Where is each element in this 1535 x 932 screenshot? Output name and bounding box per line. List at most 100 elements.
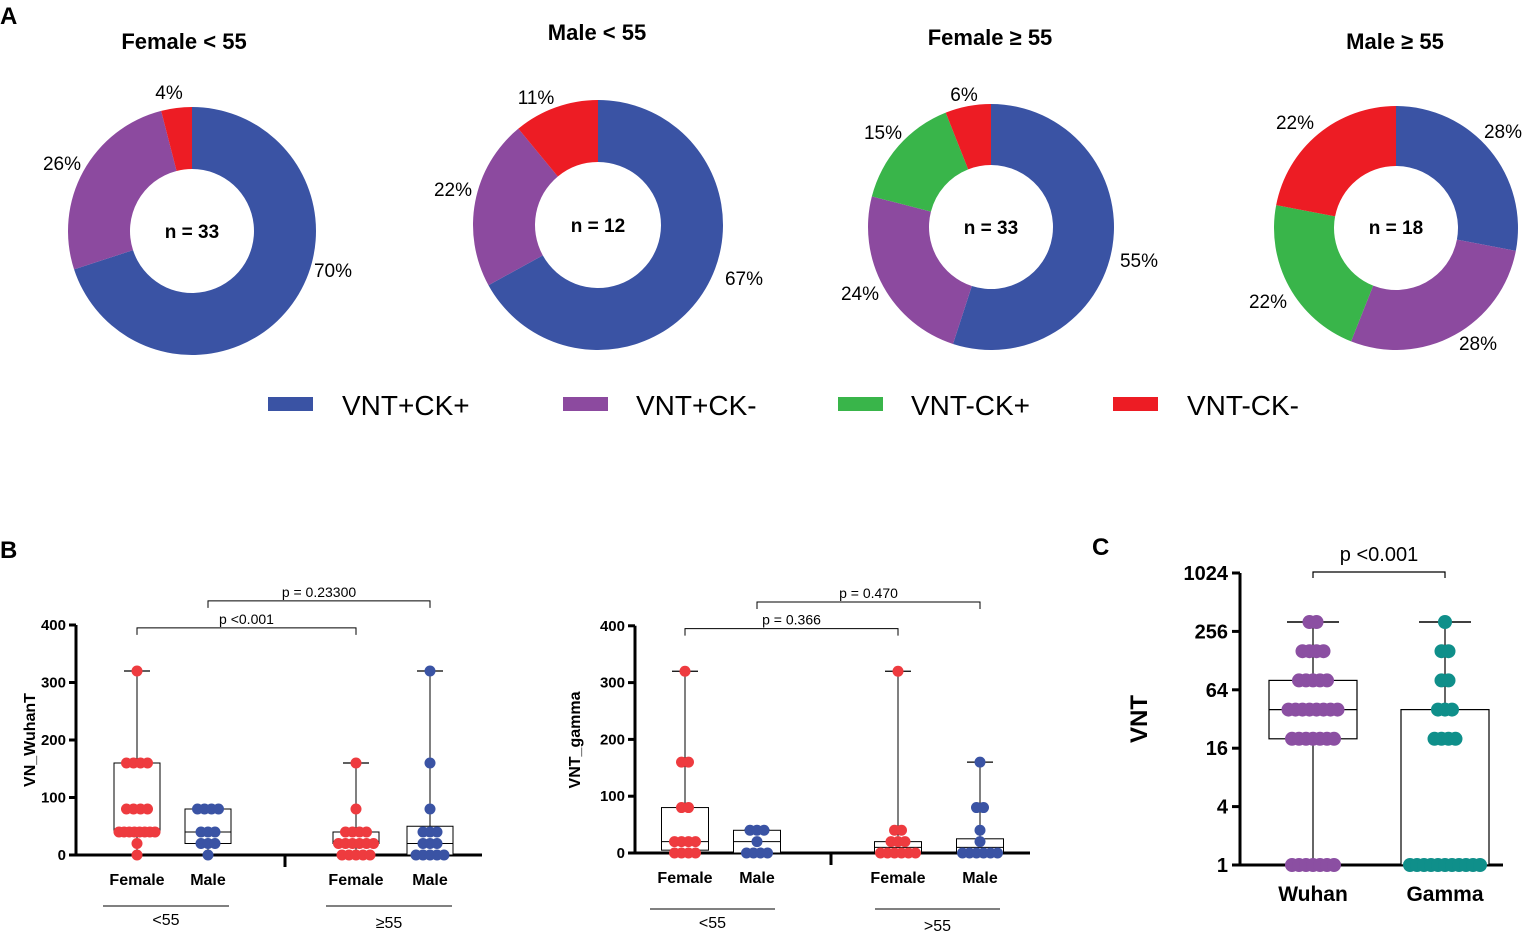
data-point [209, 838, 221, 849]
p-value-label: p = 0.366 [762, 612, 821, 628]
x-category-label: Male [739, 870, 775, 887]
slice-percent-label: 55% [1120, 251, 1158, 272]
data-point [1309, 614, 1324, 629]
legend-label-vnt-pos-ck-pos: VNT+CK+ [342, 390, 470, 421]
group-label: <55 [152, 912, 179, 929]
slice-percent-label: 15% [864, 123, 902, 144]
panel-label-c: C [1092, 534, 1109, 561]
p-value-label: p <0.001 [219, 611, 274, 627]
donut-slice-vnt-ck [945, 104, 991, 170]
donut-chart-male-55-plus: Male ≥ 55 28% 28% 22% 22% n = 18 [1249, 29, 1522, 355]
data-point [751, 836, 763, 848]
y-tick-label: 400 [41, 617, 66, 634]
x-category-label: Male [962, 870, 998, 887]
boxplot-vnt-wuhan-vs-gamma: VNT 1 4 16 64 256 1024 Wuhan Gamma p <0.001 [1126, 544, 1503, 906]
data-point [974, 756, 986, 768]
data-point [910, 847, 921, 859]
donut-center-label: n = 18 [1369, 218, 1423, 239]
data-point [424, 803, 436, 815]
donut-chart-male-under-55: Male < 55 67% 22% 11% n = 12 [434, 20, 763, 350]
data-point [1438, 614, 1452, 629]
slice-percent-label: 28% [1459, 334, 1497, 355]
donut-center-label: n = 33 [964, 218, 1018, 239]
group-label: <55 [699, 915, 726, 932]
donut-title: Male ≥ 55 [1346, 29, 1444, 54]
significance-bracket [756, 601, 981, 609]
donut-slice-vnt-ck [488, 100, 724, 350]
x-category-label: Female [109, 872, 164, 889]
p-value-label: p <0.001 [1340, 544, 1418, 566]
slice-percent-label: 11% [518, 88, 555, 109]
p-value-label: p = 0.23300 [282, 584, 357, 600]
donut-slice-vnt-ck [952, 104, 1114, 351]
y-tick-label: 400 [600, 618, 625, 635]
donut-title: Female < 55 [121, 29, 246, 54]
x-category-label: Gamma [1406, 883, 1483, 906]
donut-slice-vnt-ck [1274, 205, 1374, 342]
legend-swatch-vnt-neg-ck-pos [838, 397, 883, 411]
legend-label-vnt-neg-ck-pos: VNT-CK+ [911, 390, 1030, 421]
data-point [149, 826, 161, 838]
data-point [1441, 644, 1456, 659]
data-point [690, 847, 701, 859]
slice-percent-label: 70% [314, 261, 352, 282]
slice-percent-label: 28% [1484, 122, 1522, 143]
slice-percent-label: 67% [725, 269, 763, 290]
donut-center-label: n = 12 [571, 216, 625, 237]
data-point [762, 847, 773, 859]
y-tick-label: 1024 [1184, 563, 1229, 585]
data-point [679, 665, 691, 677]
data-point [368, 838, 379, 849]
y-axis-label: VNT_gamma [567, 691, 584, 788]
data-point [896, 824, 907, 836]
y-tick-label: 256 [1195, 621, 1228, 643]
data-point [350, 757, 362, 769]
significance-bracket [684, 628, 899, 636]
legend-label-vnt-pos-ck-neg: VNT+CK- [636, 390, 757, 421]
y-tick-label: 1 [1217, 855, 1228, 877]
data-point [202, 849, 214, 861]
data-point [683, 802, 694, 814]
p-value-label: p = 0.470 [839, 585, 898, 601]
box-iqr [184, 808, 232, 844]
x-category-label: Female [870, 870, 925, 887]
data-point [758, 824, 770, 836]
data-point [209, 826, 221, 838]
data-point [1327, 858, 1341, 872]
box-iqr [113, 762, 161, 833]
slice-percent-label: 26% [43, 154, 81, 175]
y-tick-label: 100 [41, 790, 66, 807]
slice-percent-label: 4% [155, 83, 183, 104]
data-point [431, 838, 443, 849]
legend-swatch-vnt-pos-ck-neg [563, 397, 608, 411]
data-point [992, 847, 1003, 859]
donut-chart-female-55-plus: Female ≥ 55 55% 24% 15% 6% n = 33 [841, 25, 1158, 351]
donut-slice-vnt-ck [1276, 106, 1396, 217]
data-point [974, 824, 986, 836]
panel-label-a: A [0, 3, 17, 30]
data-point [892, 665, 904, 677]
data-point [424, 757, 436, 769]
x-category-label: Female [657, 870, 712, 887]
data-point [131, 665, 143, 677]
donut-slice-vnt-ck [161, 107, 192, 171]
y-tick-label: 4 [1217, 797, 1229, 819]
donut-slice-vnt-ck [518, 100, 598, 177]
x-category-label: Male [412, 872, 448, 889]
data-point [690, 836, 701, 848]
legend-label-vnt-neg-ck-neg: VNT-CK- [1187, 390, 1299, 421]
significance-bracket [1312, 571, 1446, 578]
donut-slice-vnt-ck [74, 107, 316, 355]
data-point [1327, 731, 1341, 746]
significance-bracket [207, 600, 431, 608]
donut-slice-vnt-ck [1396, 106, 1518, 251]
donut-title: Male < 55 [548, 20, 646, 45]
donut-slice-vnt-ck [867, 196, 972, 344]
data-point [1448, 731, 1463, 746]
boxplot-vn-wuhant: VN_WuhanT 0 100 200 300 400 Female Male Female M… [22, 584, 482, 932]
donut-slice-vnt-ck [473, 128, 558, 286]
donut-center-label: n = 33 [165, 222, 219, 243]
data-point [899, 836, 911, 848]
y-tick-label: 300 [600, 675, 625, 692]
